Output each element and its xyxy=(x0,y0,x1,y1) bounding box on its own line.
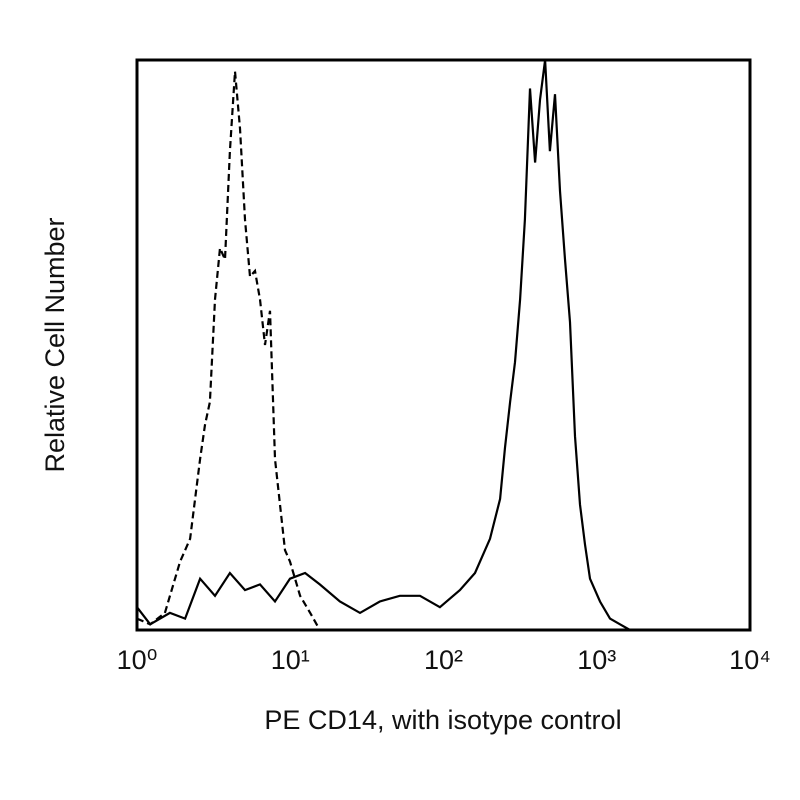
x-tick-label: 10¹ xyxy=(271,645,310,675)
x-tick-label: 10⁰ xyxy=(117,645,158,675)
series-line xyxy=(136,71,321,631)
series-line xyxy=(136,59,631,631)
y-axis-label: Relative Cell Number xyxy=(40,217,70,472)
x-tick-label: 10² xyxy=(424,645,463,675)
x-tick-label: 10⁴ xyxy=(729,645,771,675)
x-axis-label: PE CD14, with isotype control xyxy=(264,705,621,735)
x-tick-label: 10³ xyxy=(577,645,616,675)
plot-frame xyxy=(135,58,752,632)
